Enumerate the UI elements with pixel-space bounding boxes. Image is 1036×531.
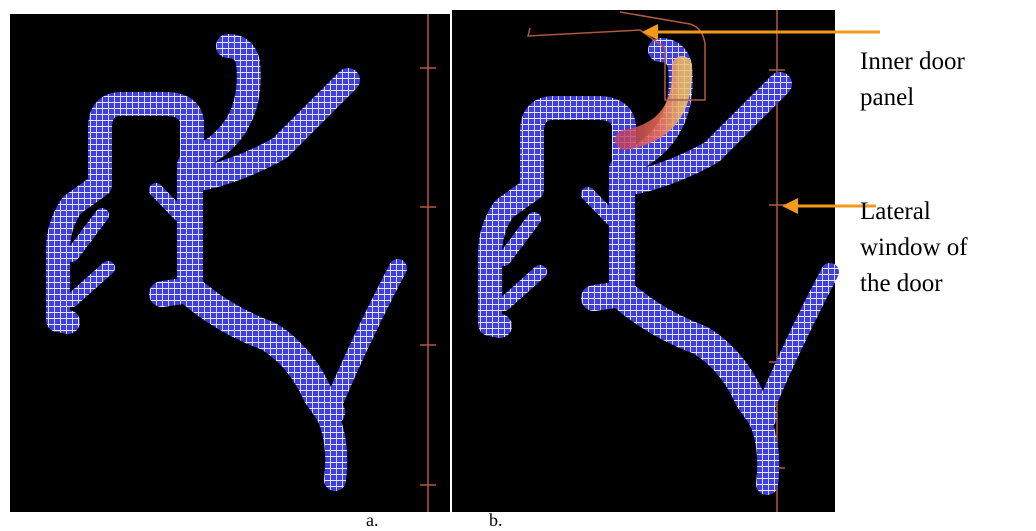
page: {"figure": { "panels": [{"label": "a."},… — [0, 0, 1036, 530]
annotation-line: the door — [860, 266, 968, 302]
annotation: Inner door panel — [860, 44, 965, 116]
annotation-line: panel — [860, 80, 965, 116]
annotation: Lateral window of the door — [860, 194, 968, 302]
panel-label: a. — [366, 510, 379, 531]
annotation-line: Inner door — [860, 44, 965, 80]
panel-a-bg — [10, 14, 450, 512]
annotation-line: Lateral — [860, 194, 968, 230]
panel-label: b. — [489, 510, 503, 531]
annotation-line: window of — [860, 230, 968, 266]
